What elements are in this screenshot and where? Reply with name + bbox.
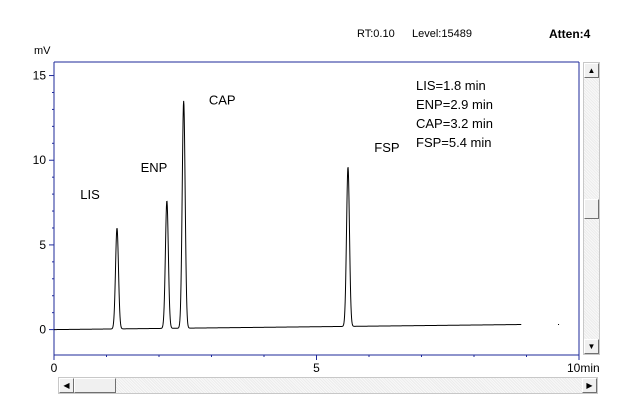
- chromatogram-trace: [53, 100, 522, 331]
- level-readout: Level:15489: [412, 28, 472, 40]
- scroll-up-arrow-icon[interactable]: ▲: [584, 63, 599, 78]
- rt-readout: RT:0.10: [357, 28, 395, 40]
- peak-label: ENP: [141, 160, 168, 175]
- scroll-left-arrow-icon[interactable]: ◀: [59, 378, 74, 393]
- peak-retention-item: ENP=2.9 min: [416, 97, 493, 112]
- atten-readout: Atten:4: [549, 27, 591, 41]
- peak-label: FSP: [374, 140, 399, 155]
- peak-label: LIS: [80, 187, 100, 202]
- scroll-down-arrow-icon[interactable]: ▼: [584, 339, 599, 354]
- vertical-scroll-thumb[interactable]: [584, 199, 599, 219]
- y-tick-label: 10: [33, 153, 47, 167]
- y-tick-label: 0: [39, 323, 46, 337]
- scroll-right-arrow-icon[interactable]: ▶: [582, 378, 597, 393]
- peak-retention-item: LIS=1.8 min: [416, 78, 486, 93]
- horizontal-scrollbar[interactable]: ◀ ▶: [58, 377, 598, 394]
- y-tick-label: 5: [39, 238, 46, 252]
- x-tick-label: 0: [51, 361, 58, 375]
- peak-retention-item: CAP=3.2 min: [416, 116, 493, 131]
- peak-retention-item: FSP=5.4 min: [416, 135, 492, 150]
- y-tick-label: 15: [33, 69, 47, 83]
- x-tick-label: 5: [313, 361, 320, 375]
- horizontal-scroll-thumb[interactable]: [74, 378, 116, 393]
- vertical-scrollbar[interactable]: ▲ ▼: [583, 62, 600, 355]
- peak-label: CAP: [209, 92, 236, 107]
- x-tick-label: 10min: [567, 361, 600, 375]
- y-axis-unit: mV: [34, 45, 51, 57]
- peak-retention-list: LIS=1.8 min ENP=2.9 min CAP=3.2 min FSP=…: [416, 76, 493, 152]
